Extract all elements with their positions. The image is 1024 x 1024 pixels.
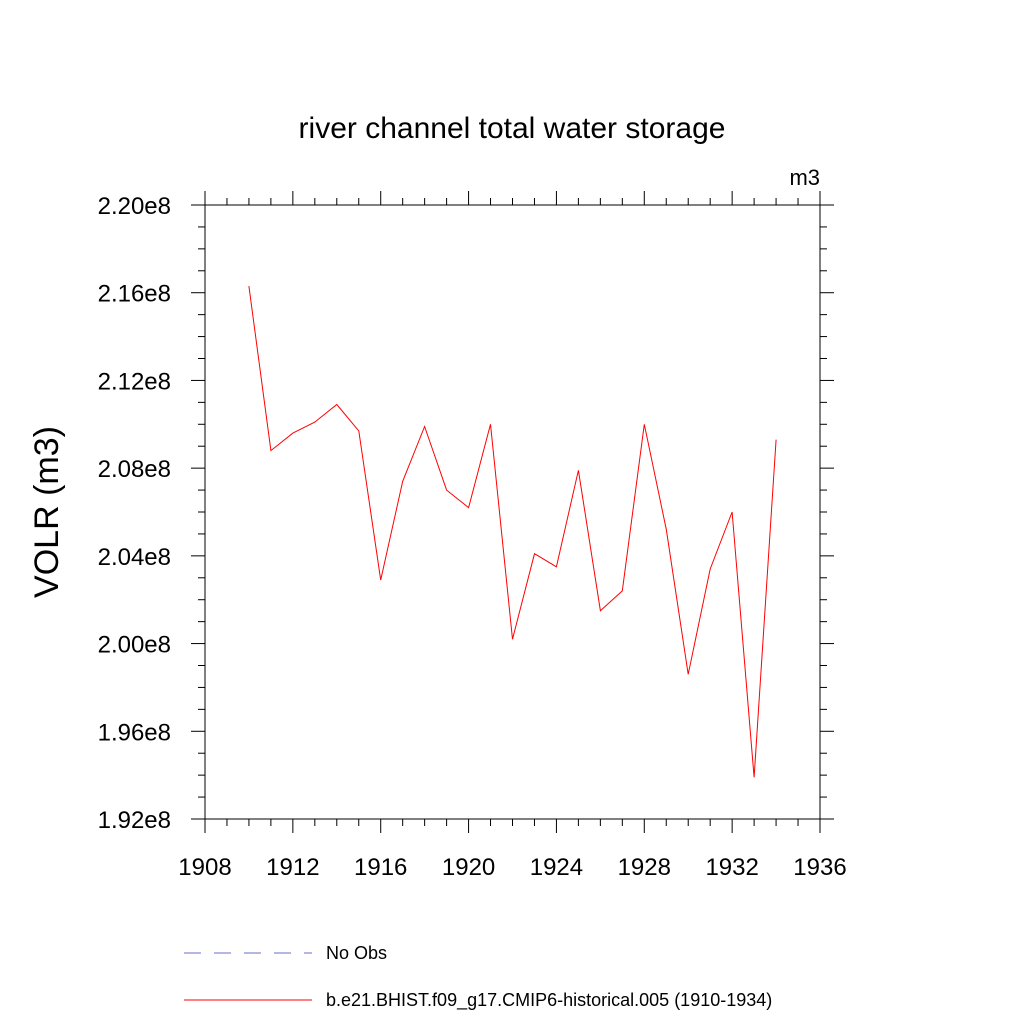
data-point <box>622 590 623 591</box>
units-label: m3 <box>789 165 820 190</box>
data-point <box>314 422 315 423</box>
y-tick-label: 2.04e8 <box>98 544 171 571</box>
x-tick-label: 1936 <box>793 854 846 881</box>
data-point <box>358 430 359 431</box>
data-point <box>402 481 403 482</box>
data-point <box>688 674 689 675</box>
y-tick-label: 2.08e8 <box>98 456 171 483</box>
data-point <box>380 579 381 580</box>
data-point <box>270 450 271 451</box>
x-tick-label: 1912 <box>266 854 319 881</box>
data-point <box>710 569 711 570</box>
y-tick-label: 1.96e8 <box>98 719 171 746</box>
data-point <box>446 490 447 491</box>
data-point <box>754 777 755 778</box>
x-tick-label: 1932 <box>705 854 758 881</box>
data-point <box>424 426 425 427</box>
y-tick-label: 2.00e8 <box>98 632 171 659</box>
data-point <box>534 553 535 554</box>
y-tick-label: 2.16e8 <box>98 281 171 308</box>
x-tick-label: 1924 <box>530 854 583 881</box>
legend-label: b.e21.BHIST.f09_g17.CMIP6-historical.005… <box>326 990 772 1011</box>
y-tick-label: 2.12e8 <box>98 368 171 395</box>
series-line <box>248 286 777 778</box>
axis-ticks: 1908 1912 1916 1920 1924 1928 1932 1936 1.92e8 1.… <box>98 191 847 881</box>
data-point <box>292 433 293 434</box>
data-point <box>776 439 777 440</box>
series-layer <box>248 286 777 778</box>
chart-title: river channel total water storage <box>299 112 726 145</box>
y-tick-label: 1.92e8 <box>98 807 171 834</box>
data-point <box>578 470 579 471</box>
data-point <box>556 566 557 567</box>
data-point <box>512 639 513 640</box>
data-point <box>600 610 601 611</box>
data-point <box>248 286 249 287</box>
x-tick-label: 1908 <box>178 854 231 881</box>
legend: No Obs b.e21.BHIST.f09_g17.CMIP6-historic… <box>184 943 772 1011</box>
data-point <box>336 404 337 405</box>
x-tick-label: 1928 <box>618 854 671 881</box>
data-point <box>490 424 491 425</box>
plot-frame <box>204 204 821 820</box>
data-point <box>732 512 733 513</box>
x-tick-label: 1920 <box>442 854 495 881</box>
x-tick-label: 1916 <box>354 854 407 881</box>
y-tick-label: 2.20e8 <box>98 193 171 220</box>
legend-label: No Obs <box>326 943 387 963</box>
y-axis-label: VOLR (m3) <box>28 426 66 598</box>
data-point <box>644 424 645 425</box>
data-point <box>666 529 667 530</box>
data-point <box>468 507 469 508</box>
